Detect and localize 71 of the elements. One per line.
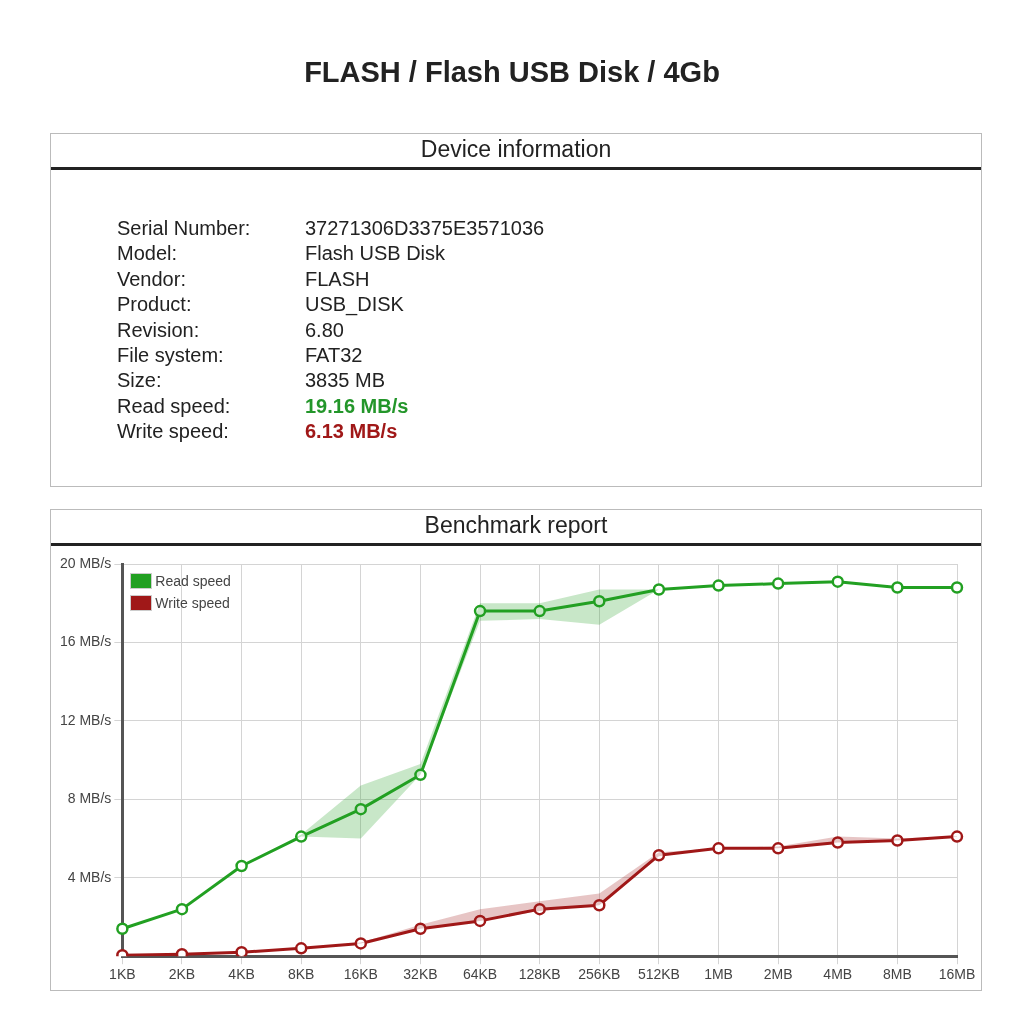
point <box>593 595 606 608</box>
point <box>116 922 129 935</box>
y-tick-label: 16 MB/s <box>59 633 112 650</box>
x-tick-label: 512KB <box>637 966 680 983</box>
x-tick-label: 256KB <box>578 966 621 983</box>
text: Model: <box>117 241 179 267</box>
x-tick-label: 8MB <box>882 966 912 983</box>
x-tick-label: 16KB <box>343 966 378 983</box>
point <box>533 604 546 618</box>
text: 6.13 MB/s <box>305 419 399 445</box>
point <box>414 768 427 782</box>
text: Write speed: <box>117 419 230 445</box>
point <box>891 581 904 594</box>
text: File system: <box>117 343 225 369</box>
legend-label: Write speed <box>155 595 230 611</box>
text: Flash USB Disk <box>305 241 447 267</box>
point <box>831 575 845 588</box>
x-tick-label: 2KB <box>168 966 196 983</box>
point <box>354 937 368 950</box>
text: Revision: <box>117 317 201 343</box>
point <box>354 802 368 816</box>
x-tick-label: 4KB <box>228 966 255 983</box>
text: 3835 MB <box>305 368 387 394</box>
text: 6.80 <box>305 317 345 343</box>
point <box>712 579 725 592</box>
text: 37271306D3375E3571036 <box>305 216 546 241</box>
point <box>294 942 308 955</box>
point <box>950 830 964 843</box>
text: Vendor: <box>117 266 187 292</box>
point <box>771 577 785 590</box>
chart-title: Benchmark report <box>51 510 981 546</box>
text: FLASH / Flash USB Disk / 4Gb <box>303 55 721 90</box>
point <box>533 902 546 916</box>
point <box>652 583 666 596</box>
x-tick-label: 64KB <box>462 966 498 983</box>
point <box>175 902 189 916</box>
point <box>652 848 666 862</box>
text: 19.16 MB/s <box>305 393 410 419</box>
text: Read speed: <box>117 393 232 419</box>
point <box>950 581 964 594</box>
x-tick-label: 1MB <box>704 966 733 983</box>
text: FLASH <box>305 266 371 292</box>
text: Serial Number: <box>117 216 252 241</box>
point <box>294 830 308 843</box>
legend-label: Read speed <box>155 573 231 589</box>
y-tick-label: 20 MB/s <box>59 554 112 571</box>
y-tick-label: 4 MB/s <box>67 868 112 885</box>
x-tick-label: 16MB <box>938 966 976 983</box>
point <box>473 604 487 618</box>
x-tick-label: 2MB <box>763 966 793 983</box>
point <box>831 836 845 849</box>
x-tick-label: 4MB <box>823 966 853 983</box>
point <box>712 842 725 855</box>
text: USB_DISK <box>305 292 405 318</box>
text: Product: <box>117 292 193 318</box>
point <box>593 898 606 912</box>
point <box>771 842 785 855</box>
text: Device information <box>51 134 981 170</box>
x-tick-label: 1KB <box>109 966 136 983</box>
point <box>235 946 248 957</box>
y-tick-label: 12 MB/s <box>59 711 112 728</box>
text: Size: <box>117 368 163 394</box>
point <box>235 859 248 873</box>
point <box>891 834 904 847</box>
x-tick-label: 8KB <box>287 966 315 983</box>
text: FAT32 <box>305 343 364 369</box>
point <box>414 922 427 935</box>
point <box>473 914 487 928</box>
x-tick-label: 128KB <box>518 966 561 983</box>
y-tick-label: 8 MB/s <box>67 790 112 807</box>
x-tick-label: 32KB <box>403 966 438 983</box>
